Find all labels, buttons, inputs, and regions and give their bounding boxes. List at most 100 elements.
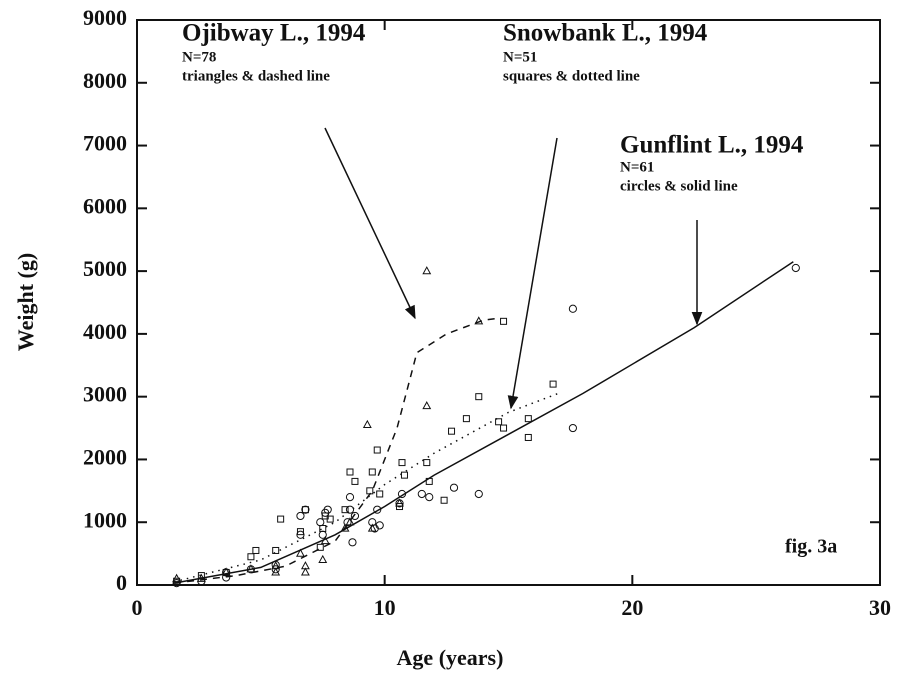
- annotation-desc: triangles & dashed line: [182, 68, 330, 84]
- point: [271, 565, 280, 574]
- point: [417, 489, 426, 499]
- point: [462, 415, 470, 423]
- point: [172, 579, 181, 588]
- point: [326, 515, 334, 523]
- point: [396, 503, 404, 511]
- x-tick-label: 20: [621, 595, 643, 620]
- point: [296, 528, 304, 536]
- point: [398, 459, 406, 467]
- point: [395, 499, 404, 508]
- point: [362, 419, 372, 429]
- y-tick-label: 1000: [83, 507, 127, 532]
- annotation-desc: circles & solid line: [620, 178, 738, 194]
- y-tick-label: 8000: [83, 68, 127, 93]
- point: [495, 418, 503, 426]
- point: [316, 543, 324, 551]
- fit-line: [173, 392, 559, 583]
- point: [366, 487, 374, 495]
- y-tick-label: 4000: [83, 319, 127, 344]
- point: [318, 530, 327, 539]
- point: [318, 554, 328, 563]
- point: [368, 468, 376, 476]
- y-tick-label: 2000: [83, 444, 127, 469]
- point: [500, 424, 508, 432]
- point: [423, 459, 431, 467]
- point: [474, 489, 483, 499]
- point: [222, 573, 231, 582]
- point: [271, 567, 281, 576]
- point: [350, 511, 360, 521]
- point: [568, 304, 577, 313]
- point: [296, 548, 305, 557]
- point: [300, 567, 310, 576]
- point: [296, 530, 305, 539]
- point: [373, 505, 382, 514]
- plot-frame: [136, 19, 881, 586]
- y-tick-label: 0: [116, 570, 127, 595]
- point: [422, 401, 432, 410]
- point: [296, 511, 305, 521]
- point: [316, 518, 325, 527]
- x-tick-label: 10: [374, 595, 396, 620]
- point: [373, 446, 381, 454]
- point: [376, 490, 384, 498]
- annotation-n: N=51: [503, 49, 537, 65]
- point: [351, 477, 359, 485]
- point: [345, 493, 355, 502]
- point: [568, 423, 577, 433]
- point: [197, 577, 206, 586]
- point: [449, 483, 459, 492]
- point: [425, 493, 434, 502]
- point: [247, 553, 255, 561]
- point: [343, 518, 352, 527]
- annotation-n: N=78: [182, 49, 216, 65]
- y-axis-label: Weight (g): [13, 253, 38, 351]
- point: [346, 468, 354, 476]
- point: [524, 433, 532, 441]
- point: [395, 498, 404, 507]
- point: [524, 415, 532, 423]
- point: [319, 525, 327, 532]
- y-tick-label: 5000: [83, 256, 127, 281]
- point: [791, 263, 800, 273]
- point: [246, 565, 256, 574]
- point: [252, 546, 260, 554]
- point: [341, 506, 349, 514]
- point: [440, 496, 448, 504]
- annotation-title: Gunflint L., 1994: [620, 132, 804, 159]
- point: [375, 521, 384, 530]
- point: [271, 560, 280, 570]
- arrow: [324, 127, 416, 320]
- point: [301, 506, 309, 514]
- point: [475, 393, 483, 401]
- point: [323, 505, 332, 514]
- y-tick-label: 9000: [83, 5, 127, 30]
- figure-label: fig. 3a: [785, 536, 837, 558]
- point: [348, 538, 357, 547]
- point: [222, 568, 231, 577]
- point: [549, 380, 557, 388]
- point: [277, 515, 285, 523]
- y-tick-label: 6000: [83, 193, 127, 218]
- point: [474, 316, 484, 325]
- point: [500, 317, 508, 325]
- fit-line: [174, 261, 794, 584]
- arrow: [507, 137, 558, 410]
- point: [448, 427, 456, 435]
- point: [422, 266, 432, 275]
- y-tick-label: 7000: [83, 131, 127, 156]
- annotation-title: Snowbank L., 1994: [503, 20, 708, 47]
- point: [345, 505, 355, 514]
- point: [400, 471, 408, 479]
- annotation-title: Ojibway L., 1994: [182, 20, 366, 47]
- x-axis-label: Age (years): [397, 645, 504, 670]
- y-tick-label: 3000: [83, 382, 127, 407]
- fit-line: [174, 317, 499, 584]
- annotation-n: N=61: [620, 159, 654, 175]
- x-tick-label: 0: [132, 595, 143, 620]
- point: [272, 546, 280, 554]
- x-tick-label: 30: [869, 595, 891, 620]
- point: [301, 505, 310, 514]
- annotation-desc: squares & dotted line: [503, 68, 640, 84]
